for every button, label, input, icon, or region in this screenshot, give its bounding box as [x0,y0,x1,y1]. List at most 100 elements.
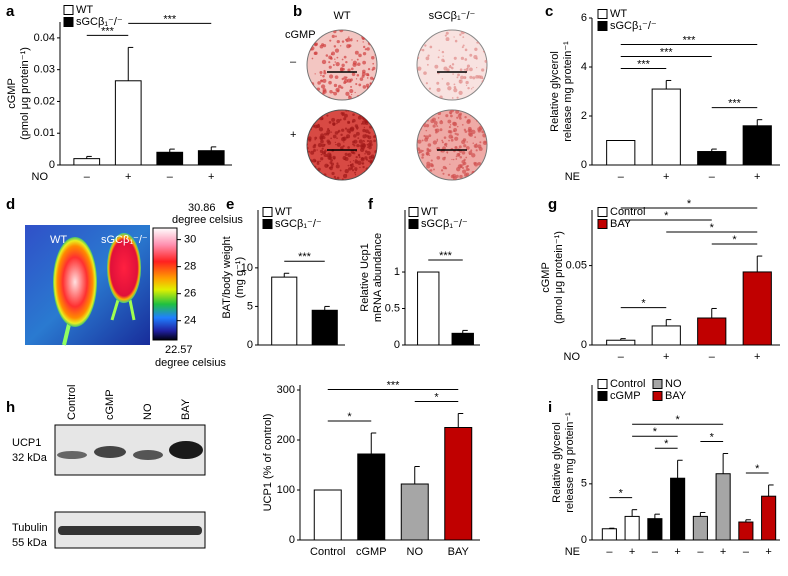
stain-dot [310,173,315,177]
stain-dot [459,174,463,179]
stain-dot [337,84,342,89]
row-label: + [290,129,296,141]
stain-dot [456,76,459,79]
legend-label: BAY [665,390,687,402]
stain-dot [319,30,323,34]
stain-dot [335,164,340,169]
stain-dot [350,78,353,82]
y-tick-label: 0.02 [34,95,55,107]
stain-dot [447,130,452,134]
stain-dot [312,145,316,149]
stain-dot [355,158,357,161]
stain-dot [316,174,322,179]
stain-dot [343,81,347,85]
x-tick-label: – [84,171,91,183]
bar [606,140,636,166]
y-tick-label: 6 [581,12,587,24]
x-tick-label: – [697,546,704,558]
stain-dot [369,125,373,129]
bar [624,515,640,541]
stain-dot [372,169,377,174]
bar [715,473,731,541]
column-label: sGCβ₁⁻/⁻ [101,234,148,246]
y-axis-label: release mg protein⁻¹ [562,41,574,142]
stain-dot [426,63,429,66]
stain-dot [311,115,315,119]
legend-swatch [597,219,608,229]
stain-dot [445,114,449,118]
stain-dot [454,136,459,141]
stain-dot [475,171,480,176]
stain-dot [482,169,486,174]
stain-dot [432,140,438,145]
stain-dot [371,56,375,60]
stain-dot [482,171,486,175]
chart: f 0 0.5 1 Relative Ucp1 mRNA abundance WTsGCβ₁… [359,196,480,351]
stain-dot [375,34,377,37]
y-tick-label: 0 [581,159,587,171]
stain-dot [333,175,337,179]
stain-dot [341,77,344,81]
y-tick-label: 0.05 [566,259,587,271]
stain-dot [482,90,487,94]
stain-dot [319,136,324,141]
stain-dot [320,139,324,144]
stain-dot [465,80,469,85]
stain-dot [312,110,317,115]
stain-dot [347,121,351,124]
significance-label: *** [387,379,401,391]
stain-dot [450,138,454,142]
panel-b: b WT sGCβ₁⁻/⁻ cGMP – + [285,3,488,181]
stain-dot [320,157,324,161]
stain-dot [307,86,310,91]
stain-dot [372,111,375,114]
stain-dot [426,161,431,166]
bar [742,125,772,166]
y-tick-label: 200 [277,434,295,446]
x-tick-label: – [743,546,750,558]
stain-dot [466,164,469,168]
stain-dot [317,34,320,37]
stain-dot [320,111,324,115]
stain-dot [366,146,369,149]
stain-dot [353,160,355,162]
stain-dot [428,154,431,157]
stain-dot [425,123,430,128]
stain-dot [364,110,368,114]
stain-dot [448,126,451,129]
y-axis-label: (pmol μg protein⁻¹) [553,231,565,324]
band-label: UCP1 [12,437,41,449]
stain-dot [451,158,453,161]
stain-dot [452,73,454,75]
stain-dot [351,163,354,165]
bar [651,88,681,166]
stain-dot [323,155,325,157]
stain-dot [441,78,444,80]
stain-dot [436,138,439,141]
x-axis-label: NE [565,171,580,183]
bar [357,453,386,541]
stain-dot [369,161,372,164]
stain-dot [339,30,344,33]
stain-dot [362,60,366,65]
stain-dot [436,125,439,128]
y-tick-label: 300 [277,384,295,396]
stain-dot [447,119,452,124]
stain-dot [427,143,432,147]
stain-dot [472,114,475,117]
stain-dot [355,155,358,159]
stain-dot [329,90,333,94]
stain-dot [364,150,368,153]
stain-dot [347,146,350,149]
stain-dot [316,162,320,165]
stain-dot [324,163,329,168]
stain-dot [369,32,372,36]
stain-dot [372,115,377,119]
mouse [107,233,141,303]
stain-dot [321,110,324,112]
x-tick-label: + [629,546,635,558]
stain-dot [474,136,477,139]
significance-label: * [710,222,715,234]
colorbar-tick-label: 24 [184,315,196,327]
y-tick-label: 0 [581,339,587,351]
